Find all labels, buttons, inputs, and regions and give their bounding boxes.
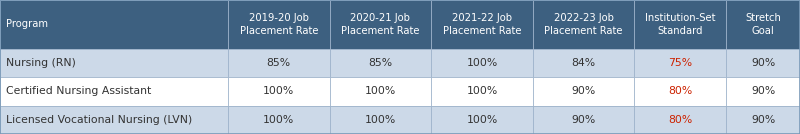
Bar (634, 0, 726, 49)
Text: 90%: 90% (751, 115, 775, 125)
Text: Licensed Vocational Nursing (LVN): Licensed Vocational Nursing (LVN) (6, 115, 193, 125)
Text: 85%: 85% (266, 58, 291, 68)
Text: 100%: 100% (365, 86, 396, 96)
Text: 100%: 100% (466, 58, 498, 68)
Bar (228, 77, 330, 106)
Text: 2022-23 Job
Placement Rate: 2022-23 Job Placement Rate (544, 13, 623, 36)
Bar (0, 49, 228, 77)
Bar (330, 77, 431, 106)
Bar (330, 49, 431, 77)
Text: 85%: 85% (368, 58, 393, 68)
Text: 2021-22 Job
Placement Rate: 2021-22 Job Placement Rate (442, 13, 522, 36)
Bar (533, 0, 634, 49)
Bar (0, 106, 228, 134)
Text: 2020-21 Job
Placement Rate: 2020-21 Job Placement Rate (341, 13, 420, 36)
Text: 100%: 100% (365, 115, 396, 125)
Text: 90%: 90% (571, 115, 596, 125)
Bar (431, 106, 533, 134)
Bar (228, 0, 330, 49)
Bar (726, 49, 800, 77)
Text: 100%: 100% (466, 115, 498, 125)
Bar (330, 0, 431, 49)
Bar (533, 106, 634, 134)
Bar (533, 77, 634, 106)
Bar (726, 106, 800, 134)
Bar (228, 106, 330, 134)
Text: Nursing (RN): Nursing (RN) (6, 58, 76, 68)
Bar (726, 77, 800, 106)
Bar (634, 49, 726, 77)
Text: 100%: 100% (466, 86, 498, 96)
Text: Institution-Set
Standard: Institution-Set Standard (645, 13, 716, 36)
Text: 100%: 100% (263, 115, 294, 125)
Text: 90%: 90% (751, 58, 775, 68)
Text: 84%: 84% (571, 58, 596, 68)
Text: 100%: 100% (263, 86, 294, 96)
Text: 2019-20 Job
Placement Rate: 2019-20 Job Placement Rate (239, 13, 318, 36)
Text: Program: Program (6, 19, 48, 29)
Text: 90%: 90% (751, 86, 775, 96)
Bar (431, 49, 533, 77)
Text: 80%: 80% (668, 115, 693, 125)
Text: 90%: 90% (571, 86, 596, 96)
Bar (726, 0, 800, 49)
Bar (0, 0, 228, 49)
Text: 75%: 75% (668, 58, 693, 68)
Bar (634, 106, 726, 134)
Bar (431, 0, 533, 49)
Bar (330, 106, 431, 134)
Bar (431, 77, 533, 106)
Text: 80%: 80% (668, 86, 693, 96)
Bar (634, 77, 726, 106)
Text: Stretch
Goal: Stretch Goal (746, 13, 781, 36)
Bar (0, 77, 228, 106)
Bar (228, 49, 330, 77)
Text: Certified Nursing Assistant: Certified Nursing Assistant (6, 86, 152, 96)
Bar (533, 49, 634, 77)
